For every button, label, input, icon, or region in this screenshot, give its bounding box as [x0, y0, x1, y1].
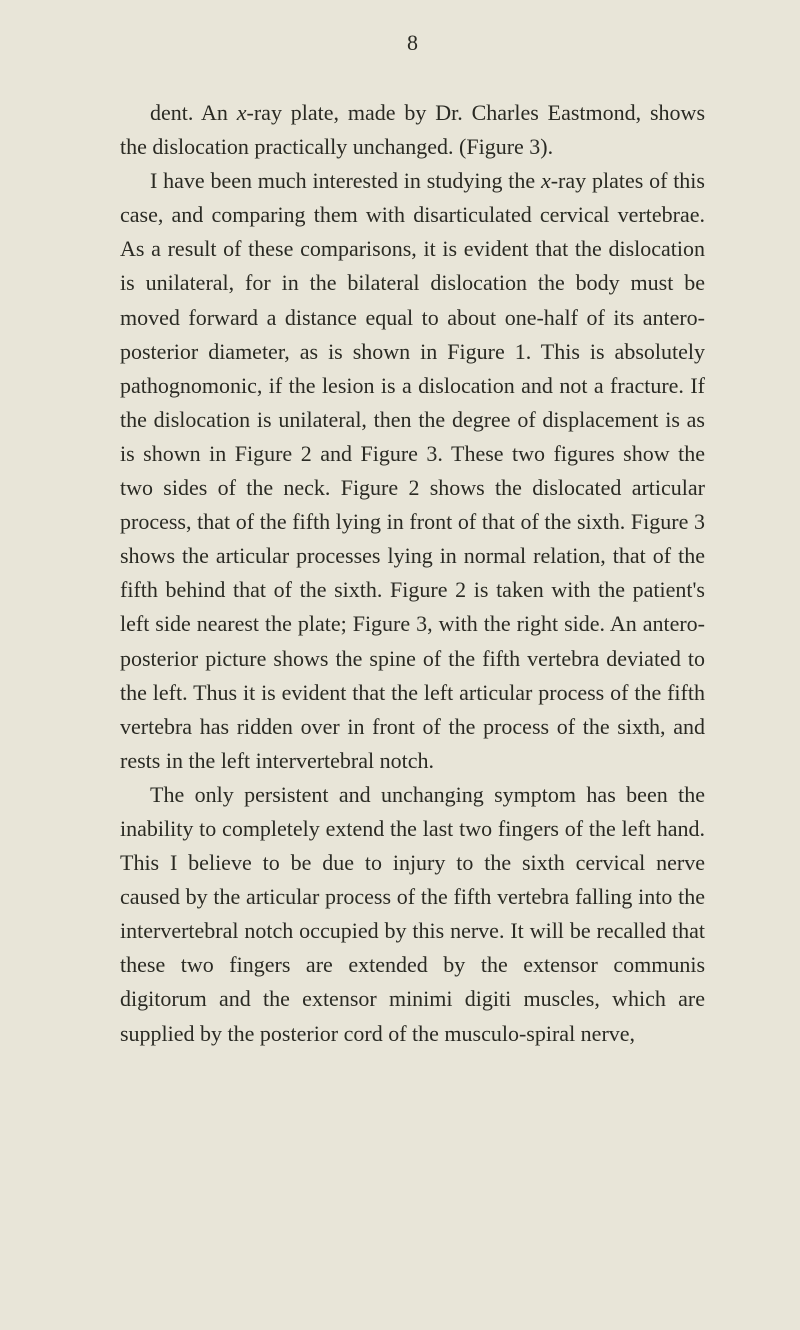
- document-page: 8 dent. An x-ray plate, made by Dr. Char…: [0, 0, 800, 1330]
- italic-x: x: [541, 168, 551, 193]
- body-text: dent. An x-ray plate, made by Dr. Charle…: [120, 96, 705, 1051]
- text-span: I have been much interested in studying …: [150, 168, 541, 193]
- italic-x: x: [237, 100, 247, 125]
- text-span: dent. An: [150, 100, 237, 125]
- text-span: -ray plates of this case, and comparing …: [120, 168, 705, 773]
- paragraph-3: The only persistent and unchanging sympt…: [120, 778, 705, 1051]
- page-number: 8: [120, 30, 705, 56]
- paragraph-1: dent. An x-ray plate, made by Dr. Charle…: [120, 96, 705, 164]
- paragraph-2: I have been much interested in studying …: [120, 164, 705, 778]
